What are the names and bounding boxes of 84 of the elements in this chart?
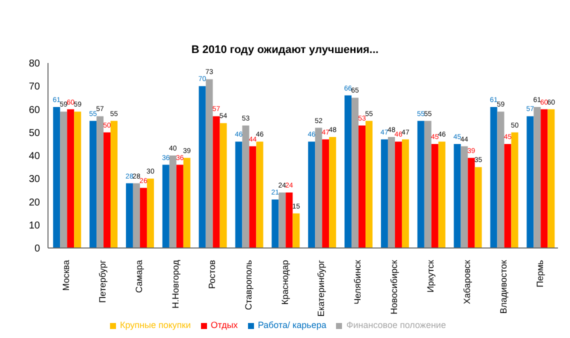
bar [454, 144, 461, 248]
bar [67, 109, 74, 248]
bar [504, 144, 512, 248]
bar [534, 106, 541, 248]
bar [388, 137, 395, 248]
bar [548, 109, 555, 248]
bar [126, 183, 133, 248]
x-tick-label: Хабаровск [462, 260, 472, 304]
legend-label: Отдых [210, 320, 238, 330]
bar [249, 146, 256, 248]
bar [162, 164, 170, 248]
legend-label: Крупные покупки [120, 320, 191, 330]
y-tick-label: 80 [28, 58, 40, 70]
bar [460, 146, 468, 248]
bar [402, 139, 409, 248]
bar [146, 178, 154, 248]
bar [183, 158, 190, 248]
x-tick-label: Ставрополь [243, 260, 254, 310]
bar [344, 95, 352, 248]
x-tick-label: Иркутск [426, 260, 436, 292]
bar [424, 120, 432, 248]
y-tick-label: 30 [28, 174, 40, 186]
bar [169, 156, 176, 248]
y-tick-label: 60 [28, 104, 40, 116]
bar [110, 120, 118, 248]
y-tick-label: 20 [28, 197, 40, 208]
bar [315, 128, 322, 248]
bar [53, 106, 60, 248]
bar [96, 116, 104, 248]
bar [431, 144, 438, 248]
bar [256, 142, 264, 248]
bar [140, 188, 147, 248]
bar [286, 192, 293, 248]
x-tick-label: Екатеринбург [316, 259, 326, 317]
bar [235, 142, 242, 248]
bar [540, 109, 548, 248]
legend-label: Работа/ карьера [258, 320, 326, 330]
bar [90, 120, 97, 248]
bar [329, 137, 336, 248]
bar [60, 112, 68, 248]
chart-title: В 2010 году ожидают улучшения... [190, 44, 380, 56]
bar [417, 120, 424, 248]
bar [74, 112, 82, 248]
y-tick-label: 40 [28, 151, 40, 162]
bar [497, 112, 504, 248]
bar [308, 142, 316, 248]
x-tick-label: Петербург [98, 259, 108, 303]
bar [220, 123, 227, 248]
bar [176, 164, 184, 248]
bar [366, 120, 373, 248]
x-tick-label: Новосибирск [389, 260, 400, 314]
x-tick-label: Пермь [534, 260, 545, 288]
bar [438, 142, 446, 248]
bar [490, 106, 498, 248]
bar [292, 213, 300, 248]
y-tick-label: 10 [28, 220, 40, 232]
x-tick-label: Москва [61, 260, 72, 291]
x-tick-label: Самара [134, 260, 144, 293]
x-tick-label: Краснодар [280, 260, 290, 305]
y-tick-label: 0 [34, 244, 40, 255]
bar [132, 183, 140, 248]
bar [468, 158, 475, 248]
x-tick-label: Ростов [206, 260, 217, 289]
bar [198, 86, 206, 248]
x-tick-label: Н.Новгород [170, 259, 180, 308]
bar [212, 116, 220, 248]
bar [352, 98, 359, 248]
y-tick-label: 50 [28, 128, 40, 139]
bar [278, 192, 286, 248]
legend-label: Финансовое положение [346, 320, 446, 330]
bar [358, 125, 366, 248]
bar [242, 125, 250, 248]
x-tick-label: Челябинск [352, 260, 363, 304]
bar [511, 132, 518, 248]
bar [394, 142, 402, 248]
bar [380, 139, 388, 248]
bar [272, 199, 279, 248]
bar [206, 79, 213, 248]
bar [474, 167, 482, 248]
bar [322, 139, 330, 248]
bar [104, 132, 111, 248]
x-tick-label: Владивосток [498, 260, 508, 314]
y-tick-label: 70 [28, 82, 40, 93]
bar [526, 116, 534, 248]
